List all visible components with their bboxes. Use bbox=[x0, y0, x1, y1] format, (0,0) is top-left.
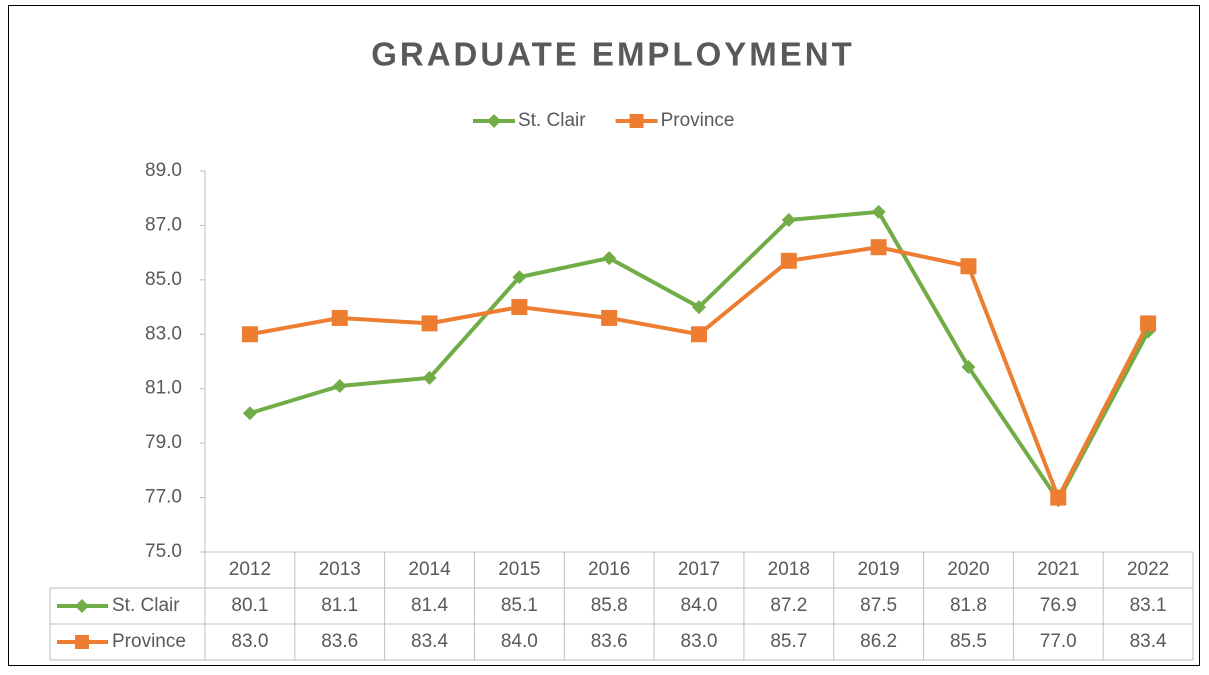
x-tick-label: 2013 bbox=[319, 559, 361, 580]
table-value: 83.0 bbox=[231, 631, 268, 652]
table-value: 83.6 bbox=[321, 631, 358, 652]
y-tick-label: 89.0 bbox=[145, 160, 182, 181]
x-tick-label: 2021 bbox=[1037, 559, 1079, 580]
y-tick-label: 85.0 bbox=[145, 269, 182, 290]
table-value: 83.4 bbox=[1130, 631, 1167, 652]
table-value: 85.7 bbox=[770, 631, 807, 652]
table-value: 80.1 bbox=[231, 595, 268, 616]
x-tick-label: 2014 bbox=[408, 559, 451, 580]
marker bbox=[629, 114, 644, 128]
marker bbox=[870, 239, 887, 256]
x-tick-label: 2015 bbox=[498, 559, 540, 580]
table-series-name: St. Clair bbox=[112, 595, 180, 616]
marker bbox=[331, 309, 348, 326]
table-value: 83.0 bbox=[681, 631, 718, 652]
x-tick-label: 2022 bbox=[1127, 559, 1169, 580]
marker bbox=[1050, 489, 1067, 506]
table-series-name: Province bbox=[112, 631, 186, 652]
marker bbox=[692, 300, 706, 315]
marker bbox=[780, 252, 797, 269]
marker bbox=[1140, 315, 1157, 332]
chart-title: GRADUATE EMPLOYMENT bbox=[371, 36, 855, 73]
x-tick-label: 2012 bbox=[229, 559, 271, 580]
marker bbox=[421, 315, 438, 332]
marker bbox=[332, 378, 347, 393]
y-tick-label: 81.0 bbox=[145, 378, 182, 399]
table-value: 84.0 bbox=[681, 595, 718, 616]
marker bbox=[781, 212, 796, 227]
table-value: 87.2 bbox=[770, 595, 807, 616]
table-value: 83.4 bbox=[411, 631, 448, 652]
x-tick-label: 2018 bbox=[768, 559, 810, 580]
table-value: 81.8 bbox=[950, 595, 987, 616]
marker bbox=[512, 270, 527, 285]
marker bbox=[487, 114, 501, 128]
marker bbox=[75, 599, 89, 613]
marker bbox=[961, 359, 976, 374]
y-tick-label: 77.0 bbox=[145, 487, 182, 508]
table-value: 83.6 bbox=[591, 631, 628, 652]
legend-label: Province bbox=[661, 110, 735, 131]
y-tick-label: 87.0 bbox=[145, 214, 182, 235]
marker bbox=[75, 635, 89, 649]
x-tick-label: 2019 bbox=[857, 559, 899, 580]
y-tick-label: 79.0 bbox=[145, 432, 182, 453]
marker bbox=[242, 406, 257, 421]
chart-border bbox=[8, 5, 1200, 666]
table-value: 85.8 bbox=[591, 595, 628, 616]
x-tick-label: 2017 bbox=[678, 559, 720, 580]
table-value: 76.9 bbox=[1040, 595, 1077, 616]
table-value: 84.0 bbox=[501, 631, 538, 652]
x-tick-label: 2016 bbox=[588, 559, 630, 580]
y-tick-label: 75.0 bbox=[145, 541, 182, 562]
marker bbox=[960, 258, 977, 275]
table-value: 81.1 bbox=[321, 595, 358, 616]
table-value: 77.0 bbox=[1040, 631, 1077, 652]
marker bbox=[511, 299, 528, 316]
marker bbox=[691, 326, 707, 343]
marker bbox=[422, 370, 437, 385]
legend-label: St. Clair bbox=[518, 110, 586, 131]
table-value: 86.2 bbox=[860, 631, 897, 652]
table-value: 85.1 bbox=[501, 595, 538, 616]
marker bbox=[601, 309, 618, 326]
marker bbox=[602, 251, 617, 266]
table-value: 81.4 bbox=[411, 595, 448, 616]
table-value: 87.5 bbox=[860, 595, 897, 616]
marker bbox=[871, 204, 886, 219]
marker bbox=[241, 326, 258, 343]
y-tick-label: 83.0 bbox=[145, 323, 182, 344]
x-tick-label: 2020 bbox=[947, 559, 989, 580]
table-value: 85.5 bbox=[950, 631, 987, 652]
table-value: 83.1 bbox=[1130, 595, 1167, 616]
